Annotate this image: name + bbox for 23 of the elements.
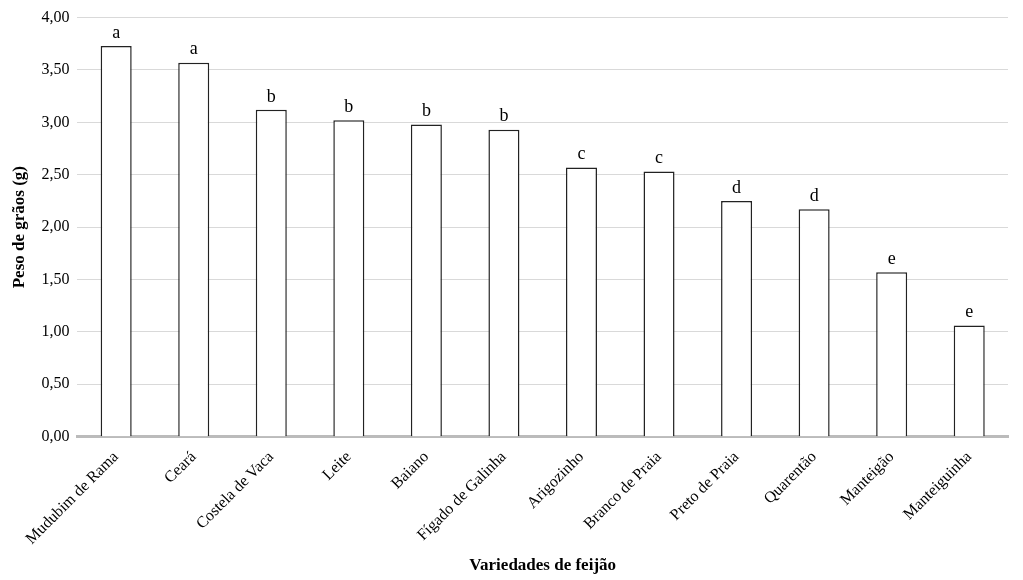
- data-label: b: [499, 105, 509, 126]
- data-label: d: [809, 185, 819, 206]
- data-label: a: [112, 21, 121, 42]
- data-label: b: [421, 100, 431, 121]
- y-tick-label: 0,00: [41, 426, 70, 444]
- data-label: b: [344, 96, 354, 117]
- y-tick-label: 1,00: [41, 322, 70, 340]
- data-label: b: [266, 85, 276, 106]
- data-label: c: [655, 147, 664, 168]
- y-tick-label: 2,50: [41, 164, 70, 182]
- data-label: a: [189, 38, 198, 59]
- y-tick-label: 2,00: [41, 217, 70, 235]
- data-label: c: [577, 143, 586, 164]
- y-tick-label: 1,50: [41, 269, 70, 287]
- data-label: d: [732, 176, 742, 197]
- data-label: e: [887, 247, 896, 268]
- y-tick-label: 4,00: [41, 7, 70, 25]
- x-axis-title: Variedades de feijão: [469, 555, 617, 575]
- data-label: e: [965, 301, 974, 322]
- y-tick-label: 0,50: [41, 374, 70, 392]
- y-tick-label: 3,50: [41, 60, 70, 78]
- y-tick-label: 3,00: [41, 112, 70, 130]
- y-axis-title: Peso de grãos (g): [8, 165, 28, 289]
